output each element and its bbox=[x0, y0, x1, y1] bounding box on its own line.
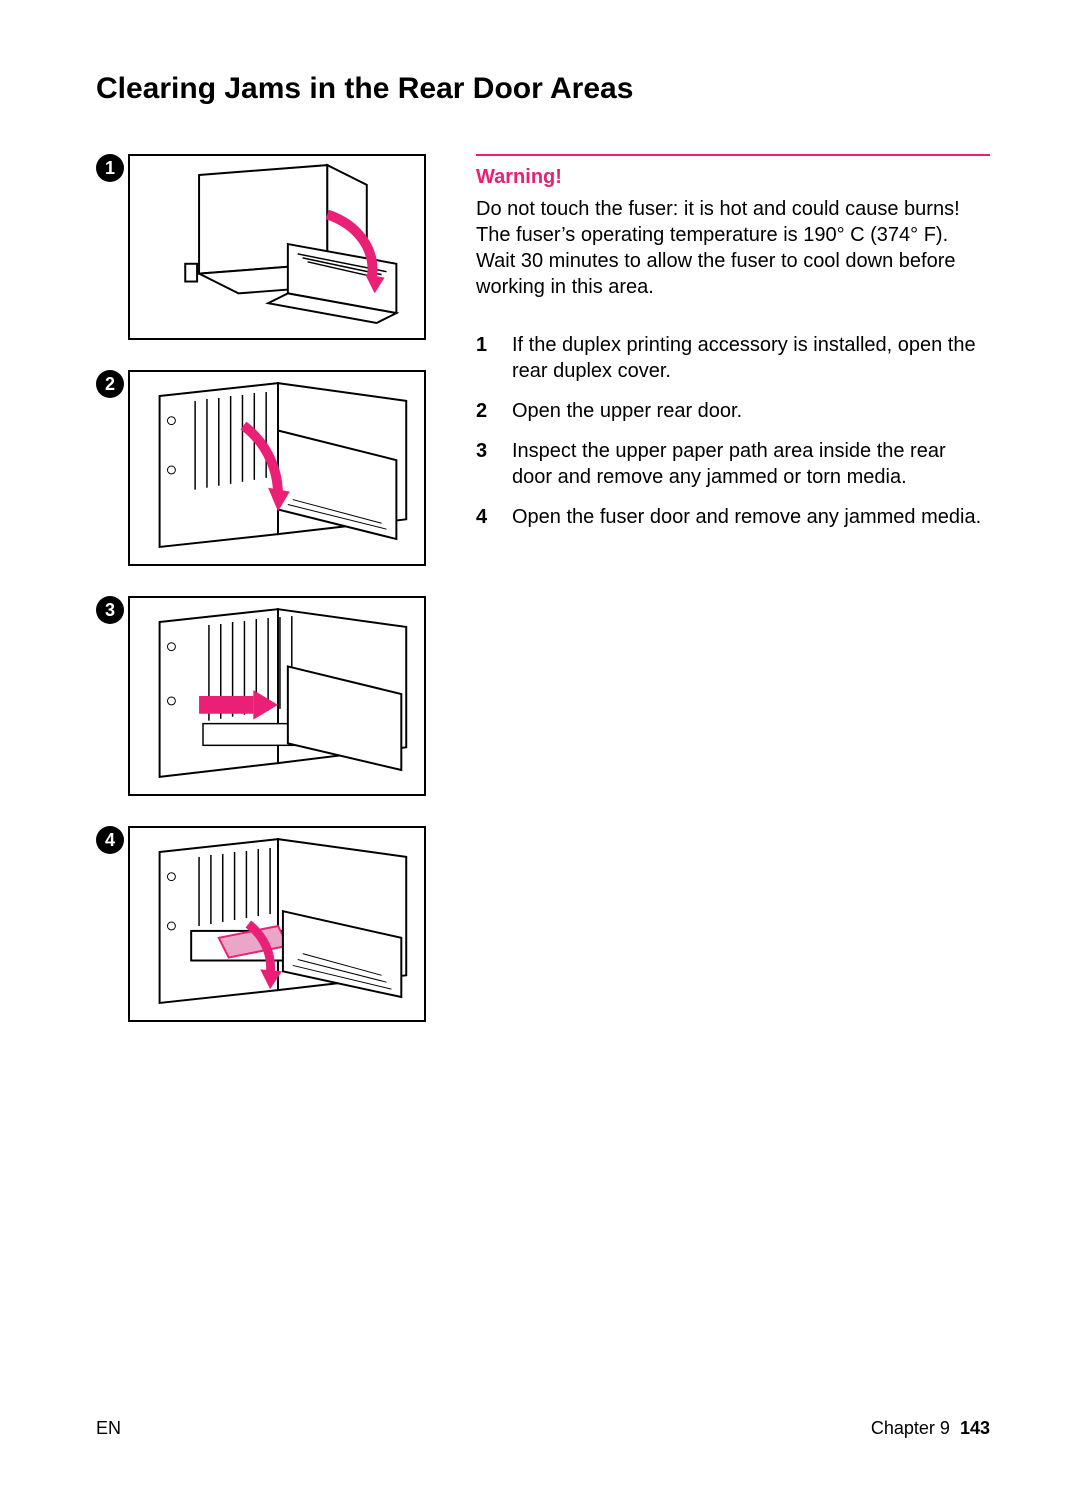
step-2: 2 Open the upper rear door. bbox=[476, 398, 990, 424]
step-number: 3 bbox=[476, 438, 487, 464]
step-text: Open the fuser door and remove any jamme… bbox=[512, 506, 981, 528]
figure-4: 4 bbox=[96, 826, 426, 1022]
step-number: 4 bbox=[476, 504, 487, 530]
printer-illustration-4 bbox=[130, 826, 424, 1022]
footer-chapter-page: Chapter 9 143 bbox=[871, 1418, 990, 1439]
figure-badge-2: 2 bbox=[96, 370, 124, 398]
step-text: Open the upper rear door. bbox=[512, 400, 742, 422]
step-number: 1 bbox=[476, 332, 487, 358]
steps-list: 1 If the duplex printing accessory is in… bbox=[476, 332, 990, 530]
manual-page: Clearing Jams in the Rear Door Areas 1 bbox=[0, 0, 1080, 1495]
figure-box-3 bbox=[128, 596, 426, 796]
footer-language: EN bbox=[96, 1418, 121, 1439]
content-columns: 1 bbox=[96, 154, 990, 1022]
figure-1: 1 bbox=[96, 154, 426, 340]
figure-2: 2 bbox=[96, 370, 426, 566]
warning-rule bbox=[476, 154, 990, 156]
step-text: Inspect the upper paper path area inside… bbox=[512, 440, 946, 488]
step-3: 3 Inspect the upper paper path area insi… bbox=[476, 438, 990, 490]
page-footer: EN Chapter 9 143 bbox=[96, 1418, 990, 1439]
footer-chapter: Chapter 9 bbox=[871, 1418, 950, 1438]
warning-body: Do not touch the fuser: it is hot and co… bbox=[476, 196, 990, 300]
figure-badge-4: 4 bbox=[96, 826, 124, 854]
printer-illustration-1 bbox=[130, 154, 424, 340]
step-text: If the duplex printing accessory is inst… bbox=[512, 334, 976, 382]
footer-page-number: 143 bbox=[960, 1418, 990, 1438]
printer-illustration-2 bbox=[130, 370, 424, 566]
figure-badge-1: 1 bbox=[96, 154, 124, 182]
printer-illustration-3 bbox=[130, 596, 424, 796]
figures-column: 1 bbox=[96, 154, 426, 1022]
figure-badge-3: 3 bbox=[96, 596, 124, 624]
warning-label: Warning! bbox=[476, 164, 990, 190]
step-4: 4 Open the fuser door and remove any jam… bbox=[476, 504, 990, 530]
page-title: Clearing Jams in the Rear Door Areas bbox=[96, 72, 990, 106]
figure-box-1 bbox=[128, 154, 426, 340]
figure-3: 3 bbox=[96, 596, 426, 796]
figure-box-2 bbox=[128, 370, 426, 566]
step-number: 2 bbox=[476, 398, 487, 424]
figure-box-4 bbox=[128, 826, 426, 1022]
step-1: 1 If the duplex printing accessory is in… bbox=[476, 332, 990, 384]
text-column: Warning! Do not touch the fuser: it is h… bbox=[476, 154, 990, 1022]
